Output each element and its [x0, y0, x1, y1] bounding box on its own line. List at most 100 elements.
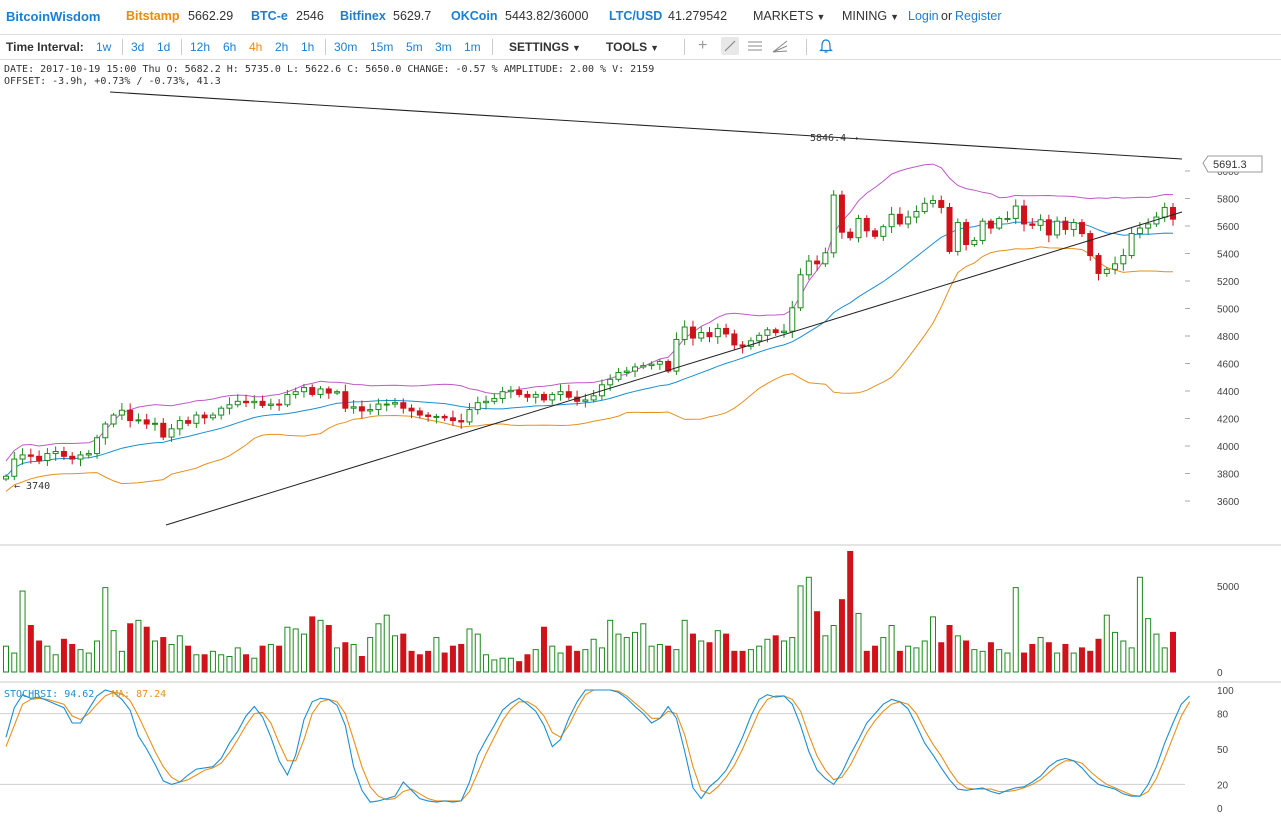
- interval-30m[interactable]: 30m: [334, 40, 358, 54]
- volume-bar-up: [549, 645, 556, 673]
- candle-down: [963, 222, 970, 246]
- volume-bar-up: [151, 640, 158, 673]
- tools-menu[interactable]: TOOLS ▼: [606, 40, 659, 54]
- interval-15m[interactable]: 15m: [370, 40, 394, 54]
- candle-up: [656, 360, 663, 365]
- market-name-bitstamp[interactable]: Bitstamp: [126, 9, 180, 23]
- mining-menu[interactable]: MINING ▼: [842, 9, 899, 23]
- interval-1m[interactable]: 1m: [464, 40, 481, 54]
- interval-6h[interactable]: 6h: [223, 40, 237, 54]
- candle-up: [1136, 227, 1143, 235]
- volume-bar-down: [565, 645, 572, 673]
- volume-bar-up: [77, 649, 84, 673]
- resistance-trendline[interactable]: [109, 91, 1183, 160]
- bollinger-lower-line: [5, 246, 1174, 492]
- candle-up: [1128, 233, 1135, 257]
- ohlc-info-line: DATE: 2017-10-19 15:00 Thu O: 5682.2 H: …: [4, 64, 654, 75]
- volume-bar-down: [524, 654, 531, 673]
- price-tick-label: 4400: [1217, 387, 1240, 398]
- markets-menu[interactable]: MARKETS ▼: [753, 9, 825, 23]
- candle-down: [243, 400, 250, 404]
- volume-bar-up: [367, 637, 374, 673]
- candle-up: [532, 393, 539, 398]
- candle-down: [946, 206, 953, 252]
- interval-5m[interactable]: 5m: [406, 40, 423, 54]
- candle-down: [731, 333, 738, 346]
- settings-menu[interactable]: SETTINGS ▼: [509, 40, 581, 54]
- candle-up: [764, 329, 771, 336]
- volume-bar-up: [300, 633, 307, 673]
- candle-up: [681, 326, 688, 340]
- candle-down: [723, 327, 730, 335]
- support-trendline[interactable]: [165, 211, 1183, 526]
- candle-down: [27, 454, 34, 457]
- market-name-okcoin[interactable]: OKCoin: [451, 9, 498, 23]
- volume-bar-up: [267, 643, 274, 673]
- volume-bar-up: [1054, 652, 1061, 673]
- candle-down: [896, 213, 903, 225]
- candle-up: [905, 216, 912, 225]
- volume-bar-up: [1112, 631, 1119, 673]
- candle-up: [251, 400, 258, 404]
- volume-bar-down: [60, 638, 67, 673]
- crosshair-icon[interactable]: +: [698, 37, 708, 54]
- hlines-icon: [748, 41, 762, 51]
- price-tick-label: 5200: [1217, 277, 1240, 288]
- volume-bar-up: [623, 637, 630, 673]
- price-chart[interactable]: DATE: 2017-10-19 15:00 Thu O: 5682.2 H: …: [0, 60, 1281, 821]
- market-name-ltcusd[interactable]: LTC/USD: [609, 9, 663, 23]
- interval-12h[interactable]: 12h: [190, 40, 211, 54]
- alert-tool[interactable]: [819, 38, 833, 57]
- volume-tick-label: 0: [1217, 668, 1223, 679]
- price-tick-label: 5600: [1217, 222, 1240, 233]
- volume-bar-up: [317, 619, 324, 673]
- volume-bar-up: [913, 647, 920, 673]
- brand-logo[interactable]: BitcoinWisdom: [6, 9, 101, 24]
- trendline-tool[interactable]: [721, 37, 739, 55]
- divider: [492, 39, 493, 55]
- stochrsi-ma-label: MA: 87.24: [112, 689, 166, 700]
- interval-3d[interactable]: 3d: [131, 40, 145, 54]
- volume-bar-up: [3, 645, 9, 673]
- candle-up: [1070, 222, 1077, 230]
- volume-bar-up: [979, 650, 986, 673]
- login-link[interactable]: Login: [908, 9, 939, 23]
- interval-4h[interactable]: 4h: [249, 40, 263, 54]
- interval-3m[interactable]: 3m: [435, 40, 452, 54]
- volume-bar-down: [739, 650, 746, 673]
- candlesticks: [3, 190, 1176, 482]
- volume-bar-up: [118, 650, 125, 673]
- candle-up: [474, 402, 481, 411]
- candle-down: [342, 391, 349, 409]
- market-name-bitfinex[interactable]: Bitfinex: [340, 9, 386, 23]
- stoch-tick-label: 50: [1217, 745, 1229, 756]
- candle-up: [996, 217, 1003, 229]
- volume-bar-up: [632, 631, 639, 673]
- volume-bar-down: [441, 652, 448, 673]
- candle-up: [1004, 217, 1011, 220]
- volume-bar-up: [292, 628, 299, 673]
- volume-bar-up: [1161, 647, 1168, 673]
- volume-bar-up: [615, 633, 622, 673]
- bollinger-bands: [5, 163, 1174, 492]
- market-name-btce[interactable]: BTC-e: [251, 9, 288, 23]
- volume-bar-up: [52, 654, 59, 673]
- bollinger-upper-line: [5, 163, 1174, 462]
- candle-up: [557, 391, 564, 395]
- register-link[interactable]: Register: [955, 9, 1002, 23]
- candle-up: [1037, 219, 1044, 226]
- interval-1d[interactable]: 1d: [157, 40, 171, 54]
- interval-1w[interactable]: 1w: [96, 40, 112, 54]
- volume-bar-down: [325, 625, 332, 673]
- candle-down: [185, 420, 192, 424]
- market-price-okcoin: 5443.82/36000: [505, 9, 589, 23]
- price-axis: 3600 3800 4000 4200 4400 4600 4800 5000 5200 5400…: [1185, 167, 1240, 508]
- interval-2h[interactable]: 2h: [275, 40, 289, 54]
- volume-bar-down: [1095, 638, 1102, 673]
- fibonacci-tool[interactable]: [747, 38, 763, 57]
- candle-up: [383, 403, 390, 406]
- trend-lines[interactable]: [109, 91, 1183, 526]
- interval-1h[interactable]: 1h: [301, 40, 315, 54]
- fan-tool[interactable]: [772, 38, 788, 57]
- candle-up: [433, 415, 440, 418]
